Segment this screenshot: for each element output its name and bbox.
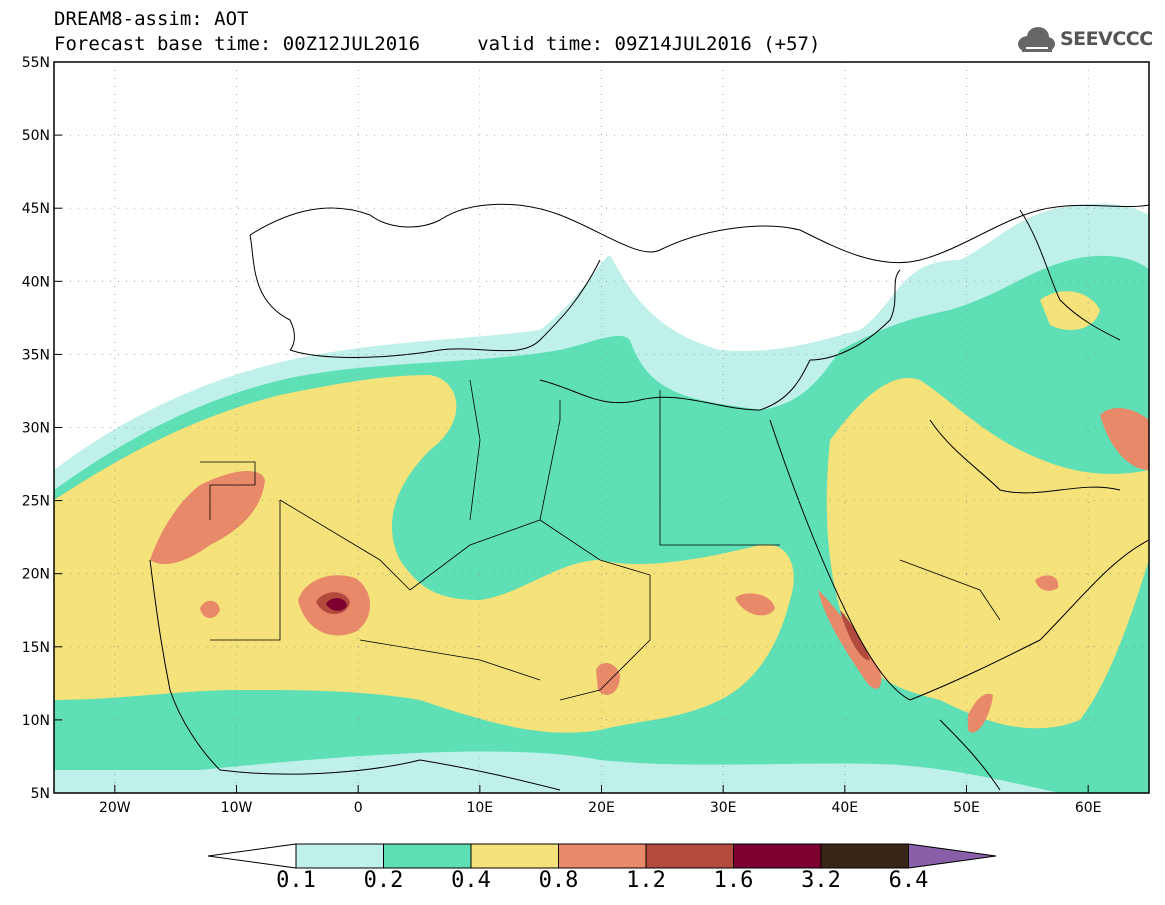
- colorbar-swatch: [295, 843, 384, 869]
- aot-patch-1.6: [326, 598, 347, 611]
- aot-patch-0.8-e: [735, 593, 775, 616]
- colorbar-label: 3.2: [801, 868, 841, 893]
- y-tick-label: 55N: [22, 55, 50, 71]
- forecast-times: Forecast base time: 00Z12JUL2016 valid t…: [54, 33, 821, 55]
- aot-band-0.4-east: [826, 378, 1149, 729]
- colorbar-swatch: [733, 843, 822, 869]
- aot-field: [54, 203, 1149, 793]
- colorbar-swatch: [383, 843, 472, 869]
- seevccc-logo: SEEVCCC: [1016, 22, 1156, 56]
- aot-patch-0.8-h: [968, 693, 993, 733]
- x-tick-label: 30E: [710, 800, 737, 816]
- aot-band-0.4-west: [54, 375, 794, 733]
- logo-text: SEEVCCC: [1060, 28, 1153, 50]
- x-tick-label: 40E: [831, 800, 858, 816]
- aot-patch-0.8-g: [1100, 408, 1149, 470]
- y-tick-label: 5N: [31, 786, 50, 802]
- y-tick-label: 20N: [22, 567, 50, 583]
- colorbar-label: 0.1: [276, 868, 316, 893]
- y-tick-label: 35N: [22, 347, 50, 363]
- cloud-icon: [1018, 27, 1055, 52]
- colorbar-swatch: [558, 843, 647, 869]
- x-tick-label: 0: [354, 800, 363, 816]
- aot-patch-1.2-b: [840, 610, 870, 661]
- colorbar-label: 1.6: [713, 868, 754, 893]
- x-tick-label: 20W: [99, 800, 131, 816]
- aot-patch-0.8-d: [596, 663, 620, 695]
- colorbar-arrow-low: [207, 843, 297, 869]
- y-tick-label: 40N: [22, 274, 50, 290]
- colorbar-label: 0.4: [451, 868, 491, 893]
- axis-ticks: 20W 10W 0 10E 20E 30E 40E 50E 60E 55N 50N 45N 40N 35N…: [22, 55, 1102, 816]
- colorbar-label: 0.2: [363, 868, 404, 893]
- coastlines: [149, 203, 1149, 791]
- colorbar: [207, 843, 997, 869]
- colorbar-label: 0.8: [538, 868, 579, 893]
- y-tick-label: 30N: [22, 421, 50, 437]
- x-tick-label: 10W: [221, 800, 253, 816]
- colorbar-label: 1.2: [626, 868, 666, 893]
- aot-patch-0.8-c: [200, 600, 220, 619]
- colorbar-swatch: [645, 843, 734, 869]
- y-tick-label: 25N: [22, 494, 50, 510]
- colorbar-label: 6.4: [888, 868, 929, 893]
- colorbar-swatch: [820, 843, 909, 869]
- x-tick-label: 10E: [466, 800, 493, 816]
- graticule: [54, 62, 1149, 793]
- aot-patch-0.8-f: [818, 590, 882, 689]
- colorbar-arrow-high: [908, 843, 997, 869]
- map-title: DREAM8-assim: AOT: [54, 8, 249, 30]
- aot-patch-0.8-i: [1035, 575, 1059, 591]
- y-tick-label: 10N: [22, 713, 50, 729]
- colorbar-swatch: [470, 843, 559, 869]
- x-tick-label: 20E: [588, 800, 615, 816]
- y-tick-label: 50N: [22, 128, 50, 144]
- y-tick-label: 45N: [22, 201, 50, 217]
- x-tick-label: 60E: [1075, 800, 1102, 816]
- x-tick-label: 50E: [953, 800, 980, 816]
- y-tick-label: 15N: [22, 640, 50, 656]
